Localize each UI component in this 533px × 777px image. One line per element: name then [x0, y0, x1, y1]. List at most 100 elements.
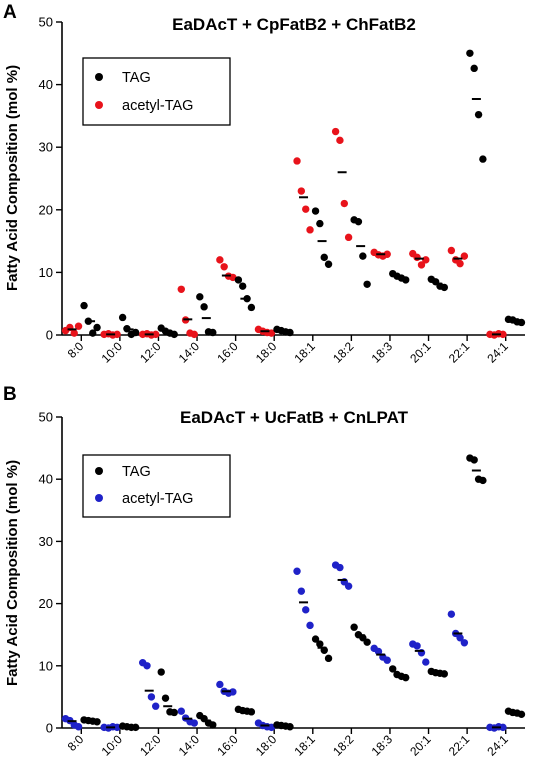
data-point-acetyl-tag [340, 199, 349, 208]
y-tick-label: 20 [39, 202, 53, 217]
data-point-tag [170, 330, 178, 339]
data-point-acetyl-tag [190, 719, 198, 727]
data-point-acetyl-tag [374, 647, 383, 656]
data-point-tag [479, 155, 487, 163]
data-point-acetyl-tag [344, 582, 353, 590]
data-point-tag [324, 260, 333, 268]
legend-label-tag-a: TAG [122, 70, 151, 86]
y-tick-label: 50 [39, 410, 53, 425]
y-axis-label-b: Fatty Acid Composition (mol %) [4, 460, 21, 686]
x-tick-label: 18:0 [253, 339, 280, 366]
data-point-tag [247, 303, 256, 312]
x-tick-label: 18:2 [330, 339, 357, 366]
x-tick-label: 16:0 [214, 339, 241, 366]
chart-title-b: EaDAcT + UcFatB + CnLPAT [180, 408, 409, 427]
data-point-tag [350, 623, 358, 631]
data-point-tag [93, 718, 101, 726]
x-tick-label: 10:0 [99, 339, 126, 366]
panel-letter-b: B [3, 384, 17, 405]
x-tick-label: 24:1 [484, 732, 511, 759]
legend-label-tag-b: TAG [122, 464, 151, 480]
x-tick-label: 18:1 [291, 732, 318, 759]
y-tick-label: 30 [39, 140, 53, 155]
data-point-acetyl-tag [229, 688, 237, 696]
y-tick-label: 40 [39, 472, 53, 487]
data-point-tag [209, 721, 217, 729]
data-point-acetyl-tag [190, 330, 198, 339]
x-tick-label: 8:0 [65, 339, 87, 361]
x-tick-label: 22:1 [446, 339, 473, 366]
data-point-acetyl-tag [306, 621, 314, 630]
data-point-acetyl-tag [336, 563, 344, 572]
x-tick-label: 14:0 [176, 732, 203, 759]
data-point-tag [286, 328, 294, 337]
data-point-acetyl-tag [336, 136, 344, 145]
data-point-acetyl-tag [331, 127, 340, 136]
x-tick-label: 24:1 [484, 339, 511, 366]
data-point-tag [234, 276, 243, 284]
data-point-tag [354, 217, 363, 226]
panel-b: B EaDAcT + UcFatB + CnLPAT Fatty Acid Co… [3, 384, 526, 759]
data-point-tag [170, 708, 178, 717]
data-point-tag [157, 668, 165, 676]
data-point-tag [470, 64, 478, 73]
data-point-acetyl-tag [422, 256, 430, 264]
data-point-acetyl-tag [113, 723, 121, 732]
data-point-acetyl-tag [447, 246, 456, 255]
legend-label-acetyl-tag-b: acetyl-TAG [122, 491, 193, 507]
data-point-tag [402, 276, 410, 284]
data-point-acetyl-tag [293, 157, 301, 165]
y-tick-label: 10 [39, 265, 53, 280]
x-tick-label: 20:1 [407, 732, 434, 759]
data-point-acetyl-tag [297, 187, 306, 195]
data-point-acetyl-tag [383, 656, 391, 664]
y-tick-label: 0 [46, 328, 53, 343]
x-tick-label: 20:1 [407, 339, 434, 366]
data-point-acetyl-tag [143, 662, 151, 670]
y-tick-label: 40 [39, 77, 53, 92]
legend-a: TAG acetyl-TAG [82, 57, 231, 126]
data-point-acetyl-tag [74, 723, 83, 731]
data-point-tag [402, 673, 410, 682]
plot-area-b [61, 454, 526, 732]
data-point-acetyl-tag [177, 707, 185, 715]
x-tick-label: 18:0 [253, 732, 280, 759]
data-point-tag [196, 293, 204, 301]
data-point-tag [161, 694, 170, 702]
x-tick-label: 12:0 [137, 732, 164, 759]
y-tick-label: 10 [39, 658, 53, 673]
x-tick-label: 18:3 [369, 732, 396, 759]
data-point-acetyl-tag [344, 233, 353, 242]
legend-box-a [82, 57, 231, 126]
data-point-tag [316, 219, 324, 228]
x-tick-label: 14:0 [176, 339, 203, 366]
legend-marker-tag-a [95, 73, 103, 81]
data-point-tag [118, 313, 127, 322]
data-point-acetyl-tag [417, 261, 426, 269]
y-tick-label: 50 [39, 15, 53, 30]
data-point-tag [517, 710, 526, 719]
plot-area-a [61, 49, 526, 339]
x-tick-label: 18:3 [369, 339, 396, 366]
data-point-acetyl-tag [302, 205, 310, 213]
legend-label-acetyl-tag-a: acetyl-TAG [122, 98, 193, 114]
data-point-acetyl-tag [151, 702, 160, 710]
data-point-acetyl-tag [220, 263, 228, 271]
data-point-acetyl-tag [177, 285, 185, 294]
y-tick-label: 0 [46, 721, 53, 736]
data-point-acetyl-tag [460, 252, 469, 260]
data-point-tag [200, 303, 208, 311]
data-point-tag [238, 282, 247, 290]
data-point-tag [479, 476, 487, 485]
data-point-acetyl-tag [113, 330, 121, 339]
y-axis-label-a: Fatty Acid Composition (mol %) [4, 65, 21, 291]
data-point-tag [89, 329, 97, 337]
data-point-tag [131, 328, 140, 337]
data-point-acetyl-tag [70, 329, 78, 337]
data-point-acetyl-tag [216, 680, 224, 689]
data-point-tag [363, 638, 371, 646]
legend-box-b [82, 454, 231, 518]
panel-a: A EaDAcT + CpFatB2 + ChFatB2 Fatty Acid … [3, 2, 526, 366]
y-tick-label: 30 [39, 534, 53, 549]
